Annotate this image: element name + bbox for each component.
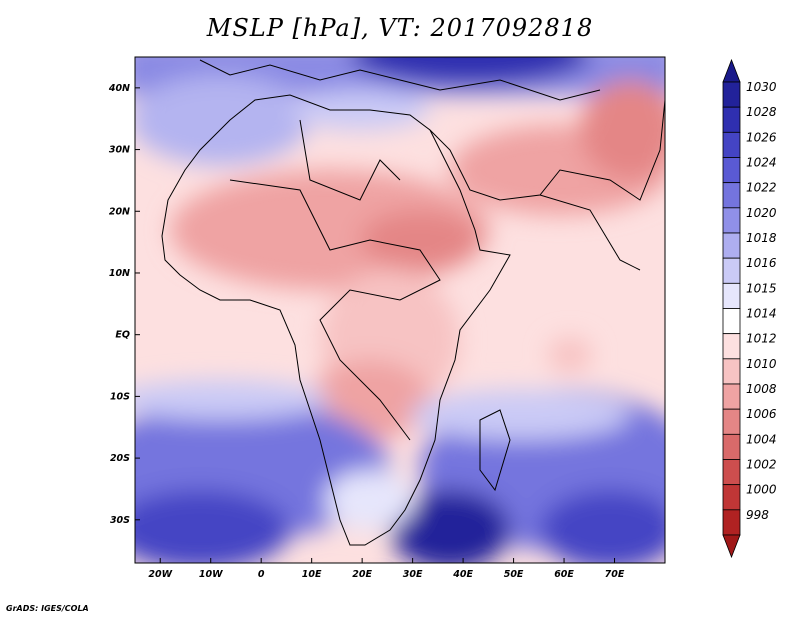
colorbar-label: 1028 <box>746 105 777 119</box>
colorbar-swatch <box>722 282 741 309</box>
chart-title: MSLP [hPa], VT: 2017092818 <box>206 14 594 42</box>
grads-credit: GrADS: IGES/COLA <box>6 604 89 613</box>
x-tick-label: 10W <box>199 569 223 580</box>
y-tick-label: EQ <box>115 330 130 341</box>
colorbar-label: 1018 <box>746 231 777 245</box>
coastlines <box>161 59 665 546</box>
colorbar-swatch <box>722 131 741 158</box>
colorbar-swatch <box>722 333 741 360</box>
y-tick-label: 30S <box>110 515 130 526</box>
y-tick-label: 20N <box>109 206 130 217</box>
colorbar-swatch <box>722 207 741 234</box>
colorbar-label: 1010 <box>746 357 777 371</box>
colorbar-swatch <box>722 484 741 511</box>
colorbar-swatch <box>722 358 741 385</box>
x-tick-label: 30E <box>403 569 423 580</box>
colorbar-label: 1016 <box>746 256 777 270</box>
colorbar-label: 1008 <box>746 382 777 396</box>
pressure-field <box>135 57 665 563</box>
colorbar-swatch <box>722 459 741 486</box>
colorbar-bottom-arrow <box>722 534 741 559</box>
y-tick-label: 20S <box>110 453 130 464</box>
colorbar-label: 1020 <box>746 206 777 220</box>
colorbar-swatch <box>722 157 741 184</box>
map-frame <box>134 56 666 564</box>
y-tick-label: 40N <box>108 83 130 94</box>
colorbar-label: 998 <box>746 508 769 522</box>
colorbar: 1030 1028 1026 1024 1022 1020 1018 1016 1015 1014… <box>722 58 777 559</box>
x-axis: 20W 10W 0 10E 20E 30E 40E 50E 60E 70E <box>148 558 625 580</box>
colorbar-label: 1015 <box>746 281 777 295</box>
colorbar-label: 1024 <box>746 156 777 170</box>
x-tick-label: 20W <box>148 569 172 580</box>
colorbar-label: 1004 <box>746 432 777 446</box>
y-axis: 40N 30N 20N 10N EQ 10S 20S 30S <box>108 83 140 526</box>
colorbar-swatch <box>722 308 741 335</box>
colorbar-swatch <box>722 509 741 536</box>
colorbar-label: 1006 <box>746 407 777 421</box>
colorbar-swatch <box>722 106 741 133</box>
colorbar-top-arrow <box>722 58 741 83</box>
colorbar-label: 1012 <box>746 332 777 346</box>
colorbar-label: 1014 <box>746 307 777 321</box>
colorbar-swatch <box>722 81 741 108</box>
x-tick-label: 0 <box>258 569 265 580</box>
y-tick-label: 10N <box>109 268 130 279</box>
x-tick-label: 10E <box>302 569 322 580</box>
colorbar-swatch <box>722 232 741 259</box>
colorbar-swatch <box>722 182 741 209</box>
colorbar-label: 1022 <box>746 181 777 195</box>
colorbar-swatch <box>722 408 741 435</box>
x-tick-label: 20E <box>352 569 372 580</box>
y-tick-label: 30N <box>109 145 130 156</box>
colorbar-swatch <box>722 383 741 410</box>
colorbar-label: 1026 <box>746 130 777 144</box>
x-tick-label: 70E <box>605 569 625 580</box>
colorbar-swatch <box>722 257 741 284</box>
x-tick-label: 60E <box>554 569 574 580</box>
x-tick-label: 40E <box>452 569 473 580</box>
colorbar-label: 1030 <box>746 80 777 94</box>
colorbar-label: 1002 <box>746 458 777 472</box>
colorbar-swatch <box>722 433 741 460</box>
y-tick-label: 10S <box>110 391 130 402</box>
x-tick-label: 50E <box>504 569 524 580</box>
colorbar-label: 1000 <box>746 483 777 497</box>
